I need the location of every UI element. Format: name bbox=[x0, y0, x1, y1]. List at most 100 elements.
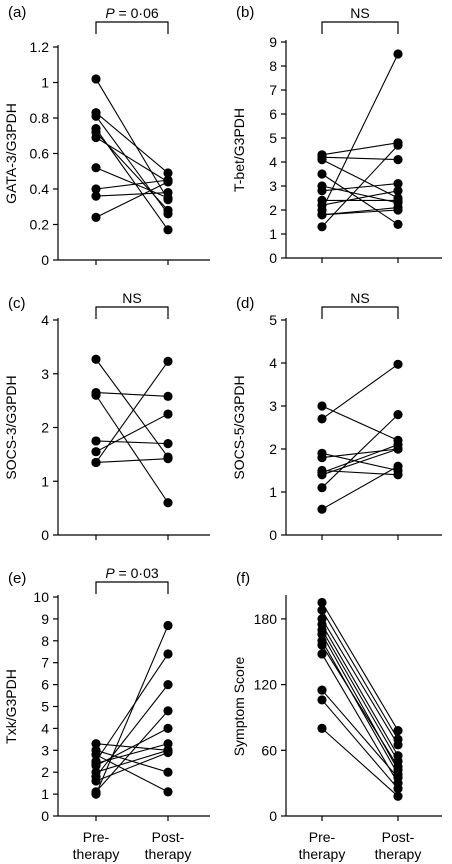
pair-line bbox=[95, 727, 169, 767]
y-tick-label: 7 bbox=[269, 82, 277, 98]
pair-line bbox=[95, 78, 169, 200]
panel-label: (d) bbox=[236, 295, 254, 312]
y-tick-label: 3 bbox=[41, 742, 49, 758]
y-tick-label: 1 bbox=[41, 75, 49, 91]
pair-line bbox=[95, 361, 169, 463]
pair-line bbox=[95, 179, 169, 190]
point-post bbox=[393, 195, 403, 205]
y-axis-label: SOCS-5/G3PDH bbox=[231, 375, 247, 479]
pair-line bbox=[321, 142, 399, 156]
pair-line bbox=[95, 458, 169, 463]
significance-bracket bbox=[321, 306, 399, 319]
pair-line bbox=[95, 358, 169, 458]
y-tick-label: 2 bbox=[269, 441, 277, 457]
point-post bbox=[393, 762, 403, 772]
pair-line bbox=[321, 689, 399, 779]
point-post bbox=[393, 359, 403, 369]
y-tick-label: 0.4 bbox=[30, 181, 50, 197]
point-pre bbox=[317, 169, 327, 179]
point-post bbox=[393, 219, 403, 229]
y-tick-label: 0.8 bbox=[30, 110, 50, 126]
point-pre bbox=[91, 761, 101, 771]
pair-line bbox=[321, 448, 399, 459]
point-pre bbox=[91, 750, 101, 760]
panel-d: (d) 0 1 2 3 4 5 SOCS-5/G3PDH NS bbox=[231, 290, 442, 543]
x-tick-label: therapy bbox=[299, 846, 346, 862]
y-tick-label: 3 bbox=[269, 178, 277, 194]
point-post bbox=[163, 706, 173, 716]
point-post bbox=[163, 177, 173, 187]
point-pre bbox=[91, 390, 101, 400]
pair-line bbox=[95, 392, 169, 397]
point-post bbox=[393, 410, 403, 420]
pair-line bbox=[321, 727, 399, 797]
pair-line bbox=[321, 183, 399, 192]
y-tick-label: 10 bbox=[33, 589, 49, 605]
y-axis-label: T-bet/G3PDH bbox=[231, 108, 247, 192]
panel-label: (c) bbox=[8, 295, 26, 312]
y-tick-label: 1.2 bbox=[30, 39, 50, 55]
y-tick-label: 1 bbox=[269, 226, 277, 242]
y-tick-label: 2 bbox=[41, 764, 49, 780]
y-tick-label: 0.6 bbox=[30, 146, 50, 162]
y-tick-label: 60 bbox=[261, 742, 277, 758]
y-tick-label: 5 bbox=[41, 699, 49, 715]
point-post bbox=[393, 791, 403, 801]
pair-line bbox=[321, 624, 399, 757]
pair-line bbox=[321, 618, 399, 746]
y-axis-label: SOCS-3/G3PDH bbox=[3, 375, 19, 479]
pair-line bbox=[321, 414, 399, 489]
pair-line bbox=[321, 469, 399, 476]
pair-line bbox=[321, 190, 399, 206]
point-pre bbox=[317, 453, 327, 463]
significance-label: NS bbox=[350, 290, 369, 306]
significance-bracket bbox=[95, 581, 169, 594]
pair-line bbox=[321, 633, 399, 771]
point-post bbox=[393, 140, 403, 150]
x-tick-label: Pre- bbox=[83, 829, 110, 845]
x-tick-label: Post- bbox=[152, 829, 185, 845]
panel-b: (b) 0 1 2 3 4 5 6 7 8 9 T-bet/G3PDH NS bbox=[231, 4, 442, 266]
point-pre bbox=[91, 789, 101, 799]
point-post bbox=[393, 740, 403, 750]
y-tick-label: 3 bbox=[269, 398, 277, 414]
panel-label: (e) bbox=[8, 570, 26, 587]
y-tick-label: 0 bbox=[269, 527, 277, 543]
y-tick-label: 0 bbox=[269, 250, 277, 266]
y-tick-label: 0 bbox=[41, 252, 49, 268]
y-tick-label: 7 bbox=[41, 655, 49, 671]
point-post bbox=[393, 773, 403, 783]
pair-line bbox=[321, 363, 399, 420]
point-post bbox=[393, 470, 403, 480]
point-pre bbox=[91, 212, 101, 222]
y-tick-label: 6 bbox=[41, 677, 49, 693]
pair-line bbox=[321, 465, 399, 510]
y-tick-label: 5 bbox=[269, 130, 277, 146]
x-tick-label: therapy bbox=[375, 846, 422, 862]
point-post bbox=[163, 723, 173, 734]
pair-line bbox=[321, 609, 399, 740]
pair-line bbox=[321, 144, 399, 228]
y-tick-label: 3 bbox=[41, 366, 49, 382]
y-tick-label: 6 bbox=[269, 106, 277, 122]
point-post bbox=[163, 680, 173, 690]
y-tick-label: 4 bbox=[41, 720, 49, 736]
pair-line bbox=[321, 444, 399, 474]
point-pre bbox=[91, 132, 101, 143]
point-pre bbox=[317, 186, 327, 196]
pair-line bbox=[321, 699, 399, 789]
pair-line bbox=[321, 602, 399, 731]
point-post bbox=[393, 186, 403, 196]
point-pre bbox=[317, 504, 327, 514]
y-tick-label: 9 bbox=[269, 34, 277, 50]
point-post bbox=[163, 409, 173, 419]
point-post bbox=[163, 620, 173, 631]
y-tick-label: 1 bbox=[41, 473, 49, 489]
point-post bbox=[393, 155, 403, 165]
panel-label: (f) bbox=[236, 570, 250, 587]
pair-line bbox=[321, 173, 399, 225]
point-pre bbox=[91, 191, 101, 201]
point-post bbox=[163, 767, 173, 777]
pair-line bbox=[321, 53, 399, 211]
point-post bbox=[163, 356, 173, 366]
